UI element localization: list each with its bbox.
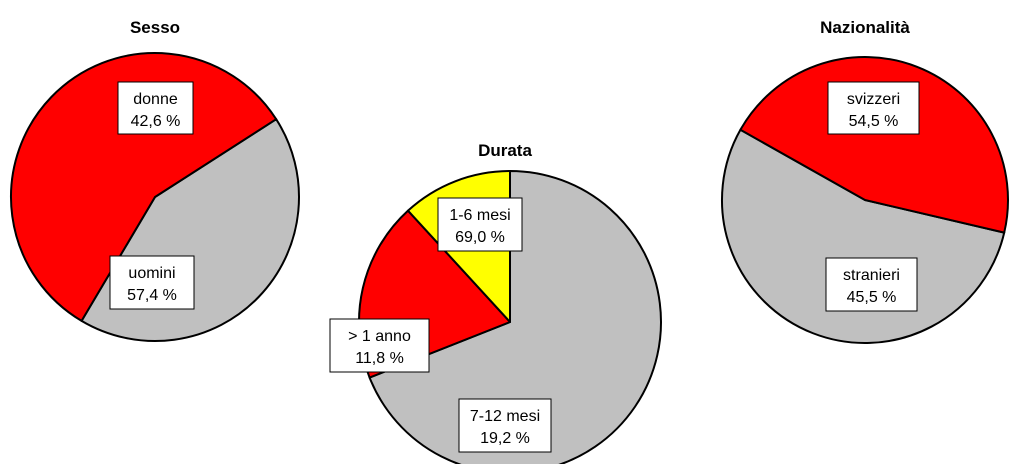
slice-label-7-12-mesi: 7-12 mesi 19,2 %	[458, 398, 552, 453]
slice-label-name: 1-6 mesi	[449, 207, 510, 224]
slice-label-value: 69,0 %	[455, 229, 505, 246]
chart-title-sesso: Sesso	[130, 18, 180, 37]
slice-label-1-6-mesi: 1-6 mesi 69,0 %	[437, 197, 523, 252]
slice-label-1-anno: > 1 anno 11,8 %	[329, 318, 430, 373]
slice-label-value: 42,6 %	[131, 113, 181, 130]
slice-label-box	[329, 318, 430, 373]
slice-label-box	[825, 257, 918, 312]
slice-label-name: donne	[133, 91, 178, 108]
slice-label-value: 11,8 %	[355, 350, 404, 367]
slice-label-uomini: uomini 57,4 %	[109, 255, 195, 310]
slice-label-stranieri: stranieri 45,5 %	[825, 257, 918, 312]
pie-slice-nazionalit-stranieri	[739, 56, 1009, 234]
slice-label-value: 57,4 %	[127, 287, 177, 304]
chart-title-nazionalita: Nazionalità	[820, 18, 910, 37]
slice-label-name: 7-12 mesi	[470, 408, 540, 425]
slice-label-box	[458, 398, 552, 453]
slice-label-svizzeri: svizzeri 54,5 %	[827, 81, 920, 135]
slice-label-name: uomini	[128, 265, 175, 282]
slice-label-name: > 1 anno	[348, 328, 411, 345]
slice-label-box	[117, 81, 194, 135]
pie-slice-durata-1-6-mesi	[368, 170, 662, 464]
slice-label-box	[109, 255, 195, 310]
slice-label-box	[437, 197, 523, 252]
slice-label-name: svizzeri	[847, 91, 900, 108]
slice-label-donne: donne 42,6 %	[117, 81, 194, 135]
pie-slice-sesso-uomini	[10, 52, 278, 322]
slice-label-value: 54,5 %	[849, 113, 899, 130]
slice-label-name: stranieri	[843, 267, 900, 284]
slice-label-value: 19,2 %	[480, 430, 530, 447]
slice-label-value: 45,5 %	[847, 289, 897, 306]
chart-title-durata: Durata	[478, 141, 532, 160]
slice-label-box	[827, 81, 920, 135]
pie-slice-nazionalit-svizzeri	[721, 128, 1006, 344]
